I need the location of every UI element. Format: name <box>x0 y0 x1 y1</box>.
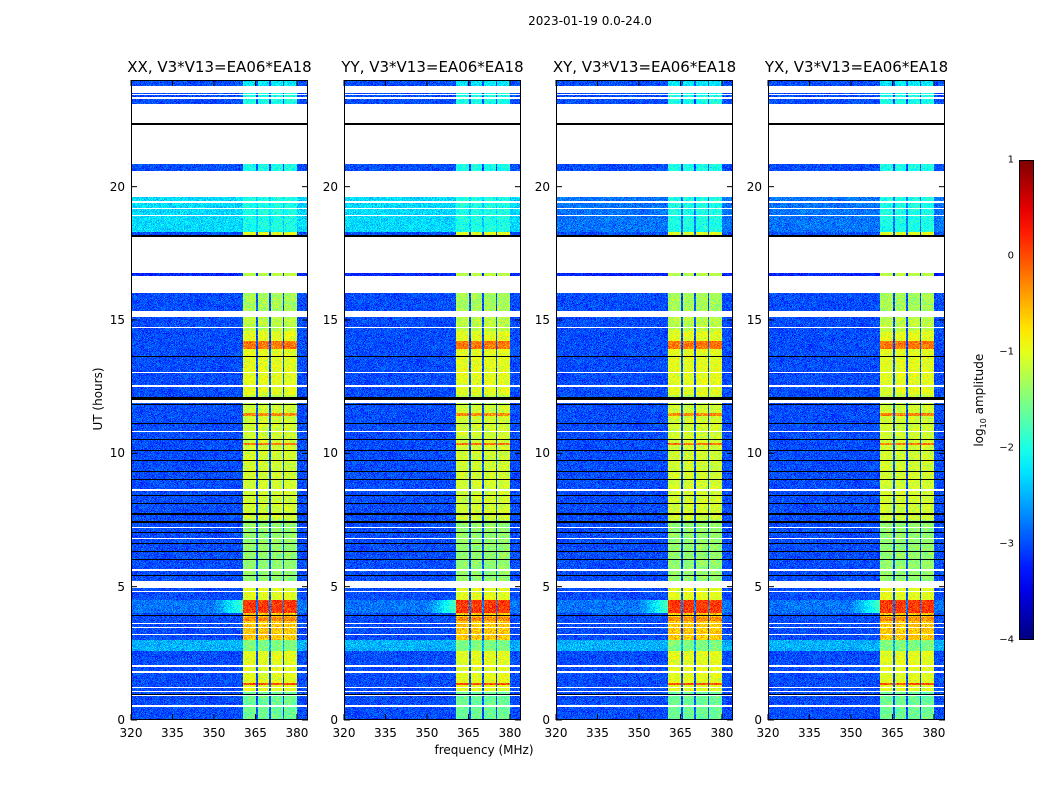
x-tick-label: 365 <box>881 726 904 740</box>
x-tick-label: 320 <box>756 726 780 740</box>
axes-border <box>344 80 521 720</box>
y-tick-label: 20 <box>322 179 338 194</box>
colorbar-label-suffix: amplitude <box>971 353 986 419</box>
y-tick-label: 5 <box>330 579 338 594</box>
y-tick-label: 10 <box>746 446 762 461</box>
colorbar-tick-label: 0 <box>1007 250 1014 262</box>
x-tick-label: 380 <box>710 726 734 740</box>
x-tick-label: 350 <box>627 726 651 740</box>
axes-border <box>556 80 733 720</box>
y-tick-label: 15 <box>534 313 550 327</box>
x-tick-label: 380 <box>498 726 522 740</box>
y-tick-label: 15 <box>109 313 125 327</box>
heatmap-image <box>556 80 733 720</box>
x-tick-label: 350 <box>202 726 226 740</box>
panel-title: YY, V3*V13=EA06*EA18 <box>341 58 524 76</box>
colorbar-label: log10 amplitude <box>972 325 988 475</box>
y-tick-label: 5 <box>542 579 550 594</box>
y-axis-label: UT (hours) <box>91 367 105 431</box>
heatmap-image <box>131 80 308 720</box>
colorbar-tick-label: 1 <box>1007 154 1014 166</box>
x-tick-label: 350 <box>415 726 439 740</box>
panel-yx: YX, V3*V13=EA06*EA18 0 5 10 15 20 320 335 350 365… <box>747 58 948 740</box>
x-tick-label: 335 <box>161 726 184 740</box>
x-tick-label: 335 <box>586 726 609 740</box>
y-tick-label: 5 <box>754 579 762 594</box>
figure-title: 2023-01-19 0.0-24.0 <box>528 14 652 28</box>
y-tick-label: 20 <box>746 179 762 194</box>
x-tick-label: 320 <box>119 726 143 740</box>
x-axis-label: frequency (MHz) <box>434 743 534 757</box>
y-tick-label: 15 <box>746 313 762 327</box>
colorbar-tick-label: −1 <box>999 346 1014 358</box>
x-tick-label: 365 <box>244 726 267 740</box>
y-tick-label: 15 <box>322 313 338 327</box>
x-tick-label: 365 <box>669 726 692 740</box>
x-tick-label: 380 <box>285 726 309 740</box>
axes-frame <box>555 80 733 721</box>
panel-title: XX, V3*V13=EA06*EA18 <box>127 58 312 76</box>
axes-border <box>768 80 945 720</box>
y-tick-label: 0 <box>117 713 125 727</box>
x-tick-label: 320 <box>544 726 568 740</box>
axes-frame <box>343 80 521 721</box>
y-tick-label: 5 <box>117 579 125 594</box>
x-tick-label: 380 <box>922 726 946 740</box>
heatmap-image <box>344 80 521 720</box>
x-tick-label: 320 <box>332 726 356 740</box>
axes-frame <box>130 80 308 721</box>
x-tick-label: 335 <box>374 726 397 740</box>
y-tick-label: 10 <box>534 446 550 461</box>
panel-title: YX, V3*V13=EA06*EA18 <box>764 58 949 76</box>
axes-frame <box>767 80 945 721</box>
colorbar-label-sub: 10 <box>979 418 989 429</box>
panel-yy: YY, V3*V13=EA06*EA18 0 5 10 15 20 320 335 350 365… <box>323 58 524 740</box>
x-tick-label: 335 <box>798 726 821 740</box>
panel-xx: XX, V3*V13=EA06*EA18 0 5 10 15 20 320 335 350 365… <box>110 58 312 740</box>
colorbar-tick-label: −3 <box>999 538 1014 550</box>
y-tick-label: 10 <box>322 446 338 461</box>
axes-border <box>131 80 308 720</box>
panel-title: XY, V3*V13=EA06*EA18 <box>552 58 737 76</box>
y-tick-label: 0 <box>330 713 338 727</box>
y-tick-label: 20 <box>534 179 550 194</box>
colorbar-tick-label: −4 <box>999 634 1014 646</box>
panel-xy: XY, V3*V13=EA06*EA18 0 5 10 15 20 320 335 350 365… <box>535 58 736 740</box>
y-tick-label: 10 <box>109 446 125 461</box>
y-tick-label: 20 <box>109 179 125 194</box>
heatmap-image <box>768 80 945 720</box>
x-tick-label: 365 <box>457 726 480 740</box>
colorbar <box>1019 160 1034 640</box>
y-tick-label: 0 <box>754 713 762 727</box>
x-tick-label: 350 <box>839 726 863 740</box>
y-tick-label: 0 <box>542 713 550 727</box>
colorbar-label-prefix: log <box>971 428 986 447</box>
colorbar-tick-label: −2 <box>999 442 1014 454</box>
